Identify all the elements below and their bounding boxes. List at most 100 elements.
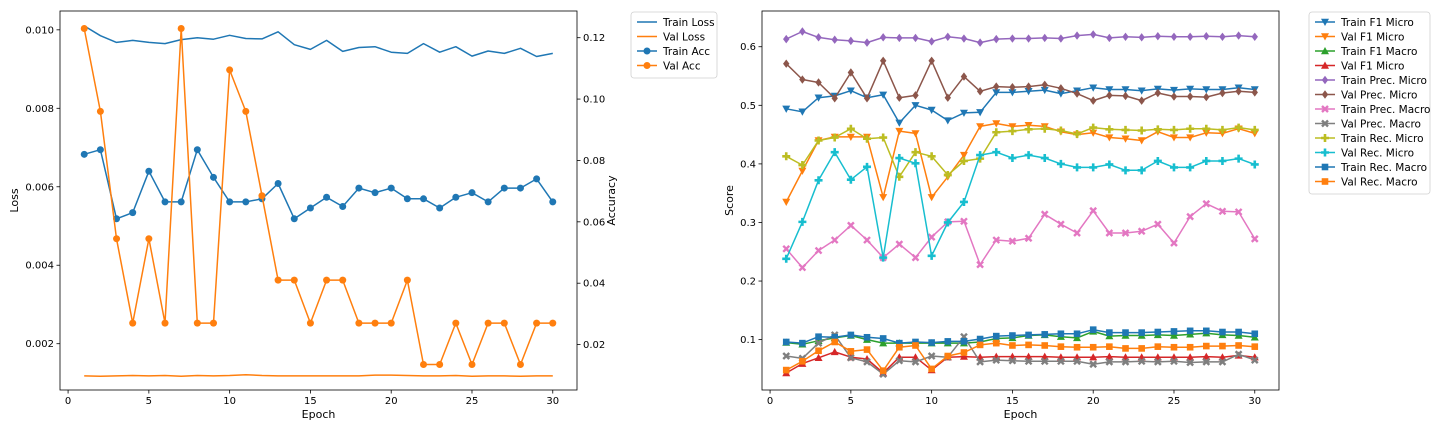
data-point <box>500 184 508 192</box>
data-point <box>1121 86 1130 94</box>
legend-marker <box>1321 163 1329 171</box>
y2-tick-label: 0.02 <box>583 340 605 351</box>
data-point <box>96 107 104 115</box>
data-point <box>911 358 920 366</box>
data-point <box>549 198 557 206</box>
legend-marker <box>1321 75 1329 85</box>
data-point <box>1153 125 1162 134</box>
data-point <box>928 365 935 373</box>
x-tick-label: 30 <box>546 396 559 407</box>
data-point <box>1137 357 1146 366</box>
x-tick-label: 20 <box>1087 396 1100 407</box>
y2-tick-label: 0.10 <box>583 95 605 106</box>
data-point <box>1057 330 1065 338</box>
y-tick-label: 0.008 <box>25 104 54 115</box>
data-point <box>420 195 428 203</box>
legend-label: Val Rec. Macro <box>1341 176 1418 188</box>
series-line <box>786 330 1255 346</box>
data-point <box>242 107 250 115</box>
data-point <box>943 218 952 227</box>
data-point <box>1057 343 1065 350</box>
data-point <box>959 151 968 160</box>
x-tick-label: 30 <box>1248 396 1261 407</box>
data-point <box>484 198 492 206</box>
data-point <box>1186 327 1194 335</box>
legend-item: Train Prec. Macro <box>1315 104 1430 116</box>
data-point <box>799 75 806 84</box>
series-3 <box>80 146 557 223</box>
data-point <box>863 134 872 143</box>
data-point <box>1090 30 1097 39</box>
data-point <box>782 198 791 206</box>
data-point <box>831 35 838 44</box>
data-point <box>927 233 936 241</box>
data-point <box>533 175 541 183</box>
x-tick-label: 10 <box>925 396 938 407</box>
data-point <box>1170 328 1178 335</box>
data-point <box>847 36 855 46</box>
data-point <box>1218 125 1227 134</box>
data-point <box>992 89 1001 97</box>
y2-tick-label: 0.04 <box>583 279 605 290</box>
data-point <box>1105 160 1114 169</box>
data-point <box>1089 326 1097 333</box>
data-point <box>831 94 838 103</box>
data-point <box>1041 342 1049 349</box>
plot-frame <box>761 10 1280 391</box>
data-point <box>879 335 887 342</box>
data-point <box>782 366 790 374</box>
data-point <box>815 33 822 42</box>
data-point <box>1218 207 1227 216</box>
data-point <box>782 244 791 253</box>
data-point <box>1234 208 1243 216</box>
y2-axis-title: Accuracy <box>605 175 618 226</box>
data-point <box>896 93 903 102</box>
data-point <box>193 319 201 327</box>
y-tick-label: 0.1 <box>740 335 756 346</box>
data-point <box>928 339 935 346</box>
data-point <box>80 24 88 32</box>
data-point <box>1121 166 1130 175</box>
data-point <box>960 338 968 345</box>
data-point <box>815 78 822 87</box>
data-point <box>1251 343 1259 350</box>
data-point <box>1138 33 1145 42</box>
data-point <box>1025 331 1032 339</box>
data-point <box>960 349 968 356</box>
data-point <box>1137 137 1146 145</box>
data-point <box>1073 357 1081 366</box>
legend-marker <box>1321 134 1329 142</box>
data-point <box>1105 134 1114 142</box>
data-point <box>1106 91 1113 100</box>
data-point <box>1153 220 1162 229</box>
data-point <box>371 189 379 197</box>
data-point <box>1251 88 1258 97</box>
x-tick-label: 25 <box>1168 396 1181 407</box>
y-tick-label: 0.002 <box>25 339 54 350</box>
legend-item: Val Acc <box>637 60 701 72</box>
legend-item: Train F1 Macro <box>1315 46 1417 58</box>
data-point <box>782 338 790 346</box>
data-point <box>436 361 444 369</box>
data-point <box>944 352 952 360</box>
data-point <box>1089 360 1098 369</box>
data-point <box>1089 163 1098 172</box>
data-point <box>1008 237 1017 246</box>
chart-1: 0 5 10 15 20 25 30 0.002 0.004 0.006 0.008 0.010 0.0… <box>8 10 718 421</box>
data-point <box>959 109 968 117</box>
data-point <box>1169 331 1178 339</box>
data-point <box>863 346 871 353</box>
data-point <box>830 148 839 157</box>
data-point <box>1105 229 1114 237</box>
data-point <box>1170 343 1178 351</box>
data-point <box>1138 329 1145 336</box>
data-point <box>1138 96 1145 105</box>
data-point <box>1186 353 1195 361</box>
legend: Train F1 Micro Val F1 Micro Train F1 Macro… <box>1308 11 1430 195</box>
data-point <box>1186 163 1195 172</box>
data-point <box>1202 327 1210 335</box>
data-point <box>258 192 266 200</box>
data-point <box>1024 234 1033 243</box>
legend-label: Val F1 Micro <box>1341 60 1404 72</box>
data-point <box>976 335 984 343</box>
